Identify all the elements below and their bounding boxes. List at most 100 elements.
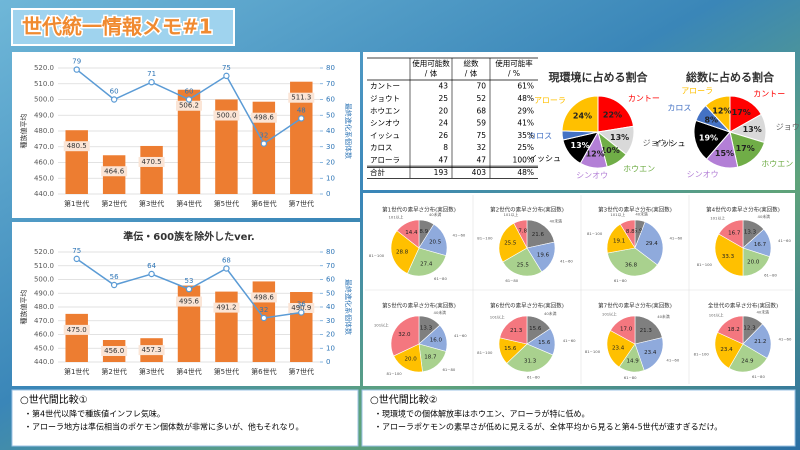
line-marker <box>73 66 80 73</box>
y2-tick-label: 60 <box>326 276 335 284</box>
bar <box>215 99 238 194</box>
pie-slice <box>714 331 744 369</box>
line-marker <box>110 96 118 103</box>
y2-tick-label: 70 <box>326 80 335 88</box>
chart-title: 第1世代の素早さ分布(実回数) <box>382 206 456 214</box>
bar <box>140 145 163 194</box>
category-label: 101以上 <box>602 312 617 317</box>
table-cell: 35% <box>517 131 534 140</box>
data-label-bg <box>288 303 315 314</box>
category-label: 61~80 <box>505 278 518 283</box>
data-label: 14.9 <box>627 359 640 365</box>
category-label: 101以上 <box>610 212 625 217</box>
category-label: ジョウト <box>776 123 800 132</box>
data-label: 506.2 <box>179 102 199 110</box>
data-label: 21.6 <box>532 232 545 238</box>
category-label: 81~100 <box>585 349 601 354</box>
table-cell: 25% <box>517 143 534 152</box>
table-cell: ホウエン <box>370 106 400 115</box>
line-label: 68 <box>222 257 231 265</box>
table-cell: 25 <box>438 94 448 103</box>
y-tick-label: 520.0 <box>34 64 54 72</box>
y-tick-label: 440.0 <box>34 358 54 366</box>
chart-title: 第7世代の素早さ分布(実回数) <box>598 302 672 310</box>
pie-slice <box>634 337 664 371</box>
note-box <box>361 389 796 447</box>
data-label: 18.2 <box>727 327 739 333</box>
data-label: 480.5 <box>67 142 87 150</box>
chart-title: 第2世代の素早さ分布(実回数) <box>490 206 564 214</box>
category-label: アローラ <box>681 87 713 96</box>
data-label: 13% <box>571 141 590 150</box>
pie-slice <box>526 219 555 249</box>
data-label: 16.0 <box>430 338 443 344</box>
pie-slice <box>728 343 768 373</box>
data-label: 32.0 <box>398 332 411 338</box>
data-label: 17.0 <box>620 327 633 333</box>
table-cell: 193 <box>434 168 449 177</box>
data-label: 475.0 <box>67 326 87 334</box>
x-tick-label: 第6世代 <box>251 199 276 208</box>
table-cell: 47 <box>438 155 448 164</box>
data-label: 464.6 <box>104 167 125 175</box>
data-label: 457.3 <box>142 346 162 354</box>
category-label: カントー <box>753 90 785 99</box>
table-cell: 26 <box>438 131 448 140</box>
line-marker <box>148 270 155 278</box>
line-marker <box>223 72 230 80</box>
data-label: 23.4 <box>612 345 625 351</box>
data-label-bg <box>63 324 90 335</box>
y2-tick-label: 50 <box>326 111 335 119</box>
y-tick-label: 510.0 <box>34 262 54 270</box>
pie-slice <box>418 223 448 257</box>
x-tick-label: 第1世代 <box>64 367 89 376</box>
table-cell: 59 <box>476 119 486 128</box>
y-tick-label: 490.0 <box>34 289 54 297</box>
data-label-bg <box>101 346 128 356</box>
pie-slice <box>704 95 731 134</box>
table-cell: シンオウ <box>370 119 400 128</box>
table-cell: 43 <box>438 82 448 91</box>
table-header: 総数 <box>464 58 479 68</box>
category-label: 101以上 <box>503 212 518 217</box>
chart-title: 準伝・600族を除外したver. <box>123 230 254 243</box>
table-cell: 75 <box>476 131 486 140</box>
y-tick-label: 460.0 <box>34 331 54 339</box>
line-label: 36 <box>297 301 306 309</box>
table-cell: 403 <box>472 168 487 177</box>
bar <box>215 291 238 362</box>
data-label: 15% <box>715 149 734 158</box>
pie-slice <box>717 315 744 345</box>
y-tick-label: 500.0 <box>34 96 54 104</box>
line-marker <box>298 115 305 122</box>
data-label-bg <box>250 292 277 303</box>
line-label: 32 <box>259 306 268 314</box>
category-label: 40未満 <box>758 214 771 219</box>
data-label-bg <box>213 110 240 121</box>
line-marker <box>185 96 193 103</box>
category-label: 40未満 <box>549 218 562 223</box>
line-marker <box>185 285 193 293</box>
category-label: 41~60 <box>669 236 682 241</box>
category-label: アローラ <box>534 96 566 105</box>
y2-tick-label: 80 <box>326 248 335 256</box>
note-item: ・アローラポケモンの素早さが低めに見えるが、全体平均から見ると第4-5世代が速す… <box>374 422 722 432</box>
y2-tick-label: 10 <box>326 174 335 182</box>
chart-title: 第6世代の素早さ分布(実回数) <box>490 302 564 310</box>
category-label: 41~60 <box>454 333 467 338</box>
note-item: ・アローラ地方は準伝相当のポケモン個体数が非常に多いが、他もそれなり。 <box>24 422 304 432</box>
data-label: 20.0 <box>405 357 418 363</box>
note-item: ・現環境での個体解放率はホウエン、アローラが特に低め。 <box>374 409 590 419</box>
data-label: 33.3 <box>722 254 735 260</box>
data-label: 29.4 <box>646 241 659 247</box>
y-tick-label: 510.0 <box>34 80 54 88</box>
y-tick-label: 440.0 <box>34 190 54 198</box>
note-box <box>11 389 359 447</box>
line-label: 64 <box>147 262 156 270</box>
pie-slice <box>607 247 658 277</box>
data-label: 18.7 <box>424 355 437 361</box>
line-label: 60 <box>110 88 119 96</box>
line-label: 75 <box>72 247 81 255</box>
pie-slice <box>714 233 744 277</box>
data-label: 16.7 <box>728 230 741 236</box>
